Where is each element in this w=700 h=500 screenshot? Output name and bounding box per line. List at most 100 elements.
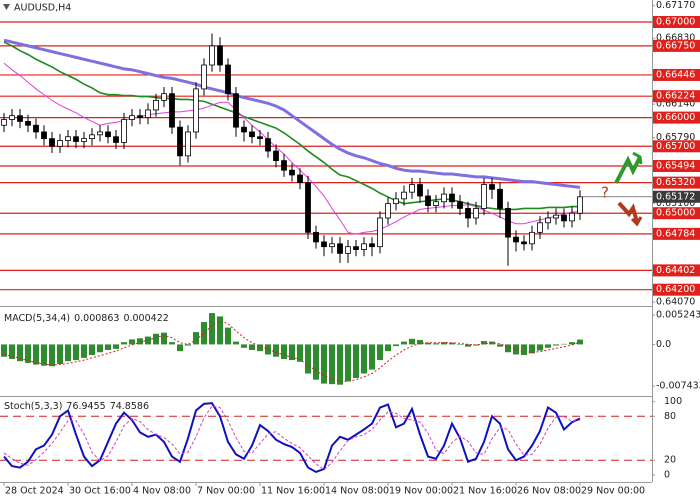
- macd-bar: [553, 344, 559, 346]
- level-box: [653, 39, 700, 52]
- macd-bar: [513, 344, 519, 355]
- candle-body: [449, 193, 455, 203]
- macd-bar: [545, 344, 551, 348]
- macd-bar: [473, 344, 479, 346]
- macd-bar: [1, 344, 7, 357]
- macd-bar: [313, 344, 319, 380]
- macd-bar: [257, 344, 263, 352]
- candle-body: [169, 93, 175, 128]
- level-label: 0.65700: [656, 141, 695, 152]
- level-box: [653, 90, 700, 103]
- candle-body: [489, 184, 495, 190]
- macd-bar: [569, 342, 575, 345]
- macd-bar: [289, 344, 295, 361]
- indicator-value: 0.000863: [74, 313, 119, 324]
- question-mark: ?: [601, 184, 609, 202]
- macd-bar: [521, 344, 527, 356]
- x-tick-label: 21 Nov 16:00: [453, 486, 517, 497]
- macd-bar: [321, 344, 327, 384]
- macd-bar: [193, 332, 199, 345]
- candle-body: [65, 136, 71, 141]
- macd-bar: [241, 344, 247, 348]
- level-box: [653, 176, 700, 189]
- indicator-value: MACD(5,34,4): [4, 313, 70, 324]
- macd-bar: [377, 344, 383, 361]
- x-tick-label: 28 Oct 2024: [5, 486, 64, 497]
- candle-body: [401, 191, 407, 200]
- y-tick-label: 0.66830: [656, 33, 695, 44]
- indicator-title: MACD(5,34,4) 0.000863 0.000422: [4, 313, 169, 324]
- y-tick-label: 0: [664, 469, 670, 480]
- level-label: 0.66224: [656, 91, 695, 102]
- candle-body: [457, 201, 463, 209]
- macd-bar: [369, 344, 375, 370]
- candle-body: [345, 246, 351, 254]
- macd-bar: [273, 344, 279, 357]
- macd-bar: [417, 339, 423, 345]
- candle-body: [25, 121, 31, 126]
- y-tick-label: -0.007433: [656, 381, 700, 392]
- candle-body: [49, 138, 55, 147]
- candle-body: [273, 150, 279, 162]
- candle-body: [513, 236, 519, 243]
- level-box: [653, 283, 700, 296]
- candle-body: [281, 160, 287, 171]
- panel-frames: [0, 0, 653, 483]
- x-tick-label: 26 Nov 08:00: [517, 486, 581, 497]
- macd-bar: [9, 344, 15, 359]
- macd-bar: [465, 344, 471, 347]
- x-tick-label: 14 Nov 08:00: [325, 486, 389, 497]
- candle-body: [81, 138, 87, 142]
- candle-body: [41, 131, 47, 140]
- level-box: [653, 264, 700, 277]
- level-box: [653, 159, 700, 172]
- macd-bar: [137, 338, 143, 345]
- symbol-icon: [3, 4, 10, 10]
- moving-average: [3, 38, 581, 189]
- candle-body: [265, 138, 271, 152]
- macd-bar: [25, 344, 31, 363]
- candle-body: [193, 88, 199, 133]
- y-tick-label: 0.65100: [656, 198, 695, 209]
- candle-body: [185, 131, 191, 157]
- macd-bar: [97, 344, 103, 353]
- indicator-value: 0.000422: [123, 313, 168, 324]
- level-label: 0.64200: [656, 284, 695, 295]
- candle-body: [289, 169, 295, 176]
- x-tick-label: 4 Nov 08:00: [133, 486, 191, 497]
- macd-bar: [209, 313, 215, 345]
- y-tick-label: 0.005243: [656, 310, 700, 321]
- candle-body: [89, 134, 95, 140]
- candle-body: [561, 214, 567, 222]
- level-box: [653, 15, 700, 28]
- candle-body: [305, 182, 311, 233]
- macd-bar: [425, 342, 431, 345]
- candle-body: [553, 214, 559, 219]
- x-tick-label: 19 Nov 00:00: [389, 486, 453, 497]
- macd-bar: [353, 344, 359, 378]
- macd-bar: [153, 333, 159, 345]
- chart-title: AUDUSD,H4: [14, 3, 71, 14]
- macd-bar: [41, 344, 47, 366]
- macd-bar: [217, 316, 223, 345]
- candle-body: [297, 174, 303, 184]
- macd-bar: [201, 322, 207, 345]
- up-arrow: [614, 155, 642, 184]
- candle-body: [505, 208, 511, 238]
- level-label: 0.64784: [656, 228, 695, 239]
- candle-body: [385, 203, 391, 219]
- y-tick-label: 0.65790: [656, 132, 695, 143]
- candle-body: [337, 243, 343, 254]
- candle-body: [425, 195, 431, 206]
- candle-body: [473, 208, 479, 219]
- candle-body: [313, 231, 319, 243]
- level-label: 0.65494: [656, 160, 695, 171]
- candle-body: [521, 241, 527, 245]
- y-tick-label: 0.0: [656, 339, 671, 350]
- macd-bar: [481, 341, 487, 345]
- y-tick-label: 20: [664, 455, 676, 466]
- macd-bar: [265, 344, 271, 355]
- macd-bar: [225, 327, 231, 345]
- macd-bar: [409, 338, 415, 345]
- price-box: [653, 190, 700, 203]
